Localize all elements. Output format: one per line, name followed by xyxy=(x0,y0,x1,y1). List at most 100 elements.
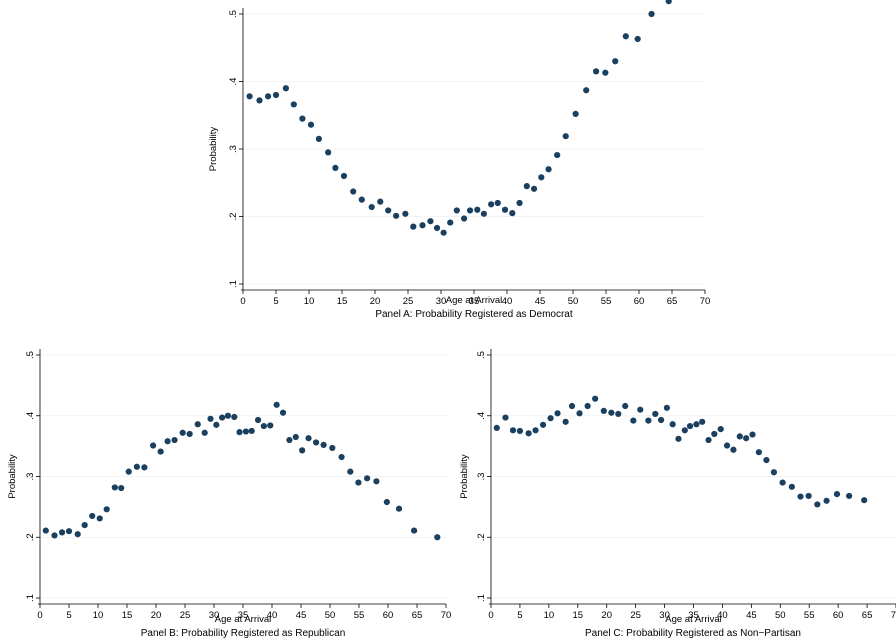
data-point xyxy=(340,172,348,180)
data-point xyxy=(494,199,501,207)
data-point xyxy=(427,218,434,225)
x-tick-label: 30 xyxy=(209,610,220,621)
data-point xyxy=(368,203,375,211)
data-point xyxy=(665,0,672,5)
data-point xyxy=(814,501,821,508)
data-point xyxy=(125,468,132,475)
data-point xyxy=(256,97,263,104)
x-tick-label: 20 xyxy=(370,296,381,307)
y-tick-label: .3 xyxy=(228,145,239,153)
data-point xyxy=(307,121,315,128)
y-tick-label: .4 xyxy=(476,412,487,420)
y-tick-label: .1 xyxy=(228,280,239,288)
data-point xyxy=(410,223,417,230)
x-tick-label: 5 xyxy=(273,296,278,307)
data-point xyxy=(823,497,830,504)
data-point xyxy=(593,68,600,75)
data-point xyxy=(615,410,622,418)
data-point xyxy=(763,456,770,464)
data-point xyxy=(364,475,371,482)
x-tick-label: 40 xyxy=(502,296,513,307)
data-point xyxy=(42,527,49,534)
data-point xyxy=(788,483,795,490)
data-point xyxy=(600,407,607,414)
data-point xyxy=(562,418,569,425)
data-point xyxy=(480,210,487,217)
x-tick-label: 20 xyxy=(601,610,612,621)
x-tick-label: 70 xyxy=(441,610,452,621)
data-point xyxy=(547,415,554,422)
x-tick-label: 45 xyxy=(535,296,546,307)
data-point xyxy=(385,207,392,214)
data-point xyxy=(157,448,164,455)
x-tick-label: 10 xyxy=(304,296,315,307)
data-point xyxy=(749,431,756,438)
x-tick-label: 55 xyxy=(804,610,815,621)
y-tick-label: .3 xyxy=(25,473,36,481)
x-tick-label: 35 xyxy=(688,610,699,621)
data-point xyxy=(493,424,500,431)
data-point xyxy=(260,422,267,430)
data-point xyxy=(525,430,532,437)
data-point xyxy=(440,229,447,236)
data-point xyxy=(141,464,148,471)
panel-a: .1 .2 .3 .4 .5 0 5 10 15 20 25 30 35 40 45 50 55 60 65 70 Ag… xyxy=(208,0,710,320)
y-tick-label: .4 xyxy=(228,78,239,86)
data-point xyxy=(118,484,125,492)
data-point xyxy=(272,91,280,99)
x-tick-label: 65 xyxy=(667,296,678,307)
x-tick-label: 15 xyxy=(122,610,133,621)
data-point xyxy=(207,415,214,422)
data-point xyxy=(273,401,280,408)
y-tick-label: .5 xyxy=(228,10,239,18)
data-point xyxy=(645,417,652,424)
data-point xyxy=(705,436,712,444)
data-point xyxy=(299,115,306,122)
data-point xyxy=(743,435,750,442)
y-tick-label: .1 xyxy=(25,594,36,602)
data-point xyxy=(246,93,253,100)
data-point xyxy=(419,222,426,229)
data-point xyxy=(373,478,380,485)
data-point xyxy=(523,183,530,190)
data-point xyxy=(254,416,262,424)
data-point xyxy=(194,421,201,428)
data-point xyxy=(562,133,569,140)
x-tick-label: 0 xyxy=(37,610,42,621)
panel-title: Panel A: Probability Registered as Democ… xyxy=(375,309,573,320)
data-point xyxy=(538,174,545,181)
y-tick-label: .4 xyxy=(25,412,36,420)
data-point xyxy=(554,151,561,159)
data-point xyxy=(755,449,762,456)
x-tick-label: 50 xyxy=(568,296,579,307)
data-point xyxy=(509,427,517,434)
y-axis-title: Probability xyxy=(7,454,18,499)
data-point xyxy=(329,444,336,452)
data-point xyxy=(717,426,724,433)
x-tick-label: 50 xyxy=(325,610,336,621)
data-point xyxy=(332,164,339,171)
data-point xyxy=(65,528,73,535)
data-point xyxy=(474,206,481,213)
data-point xyxy=(568,402,576,410)
data-point xyxy=(201,429,208,436)
data-point xyxy=(248,427,255,435)
x-tick-label: 30 xyxy=(436,296,447,307)
data-point xyxy=(576,410,583,417)
x-tick-label: 25 xyxy=(630,610,641,621)
data-point xyxy=(736,433,743,440)
data-point xyxy=(730,446,737,453)
x-tick-label: 0 xyxy=(240,296,245,307)
y-tick-label: .5 xyxy=(25,351,36,359)
x-tick-label: 5 xyxy=(517,610,522,621)
x-tick-label: 20 xyxy=(151,610,162,621)
x-tick-label: 60 xyxy=(833,610,844,621)
data-point xyxy=(637,406,644,413)
data-point xyxy=(264,93,272,100)
x-tick-label: 5 xyxy=(66,610,71,621)
data-point xyxy=(320,441,327,449)
x-axis-title: Age at Arrival xyxy=(215,614,272,625)
x-tick-label: 25 xyxy=(403,296,414,307)
data-point xyxy=(171,436,178,444)
data-point xyxy=(89,512,96,520)
